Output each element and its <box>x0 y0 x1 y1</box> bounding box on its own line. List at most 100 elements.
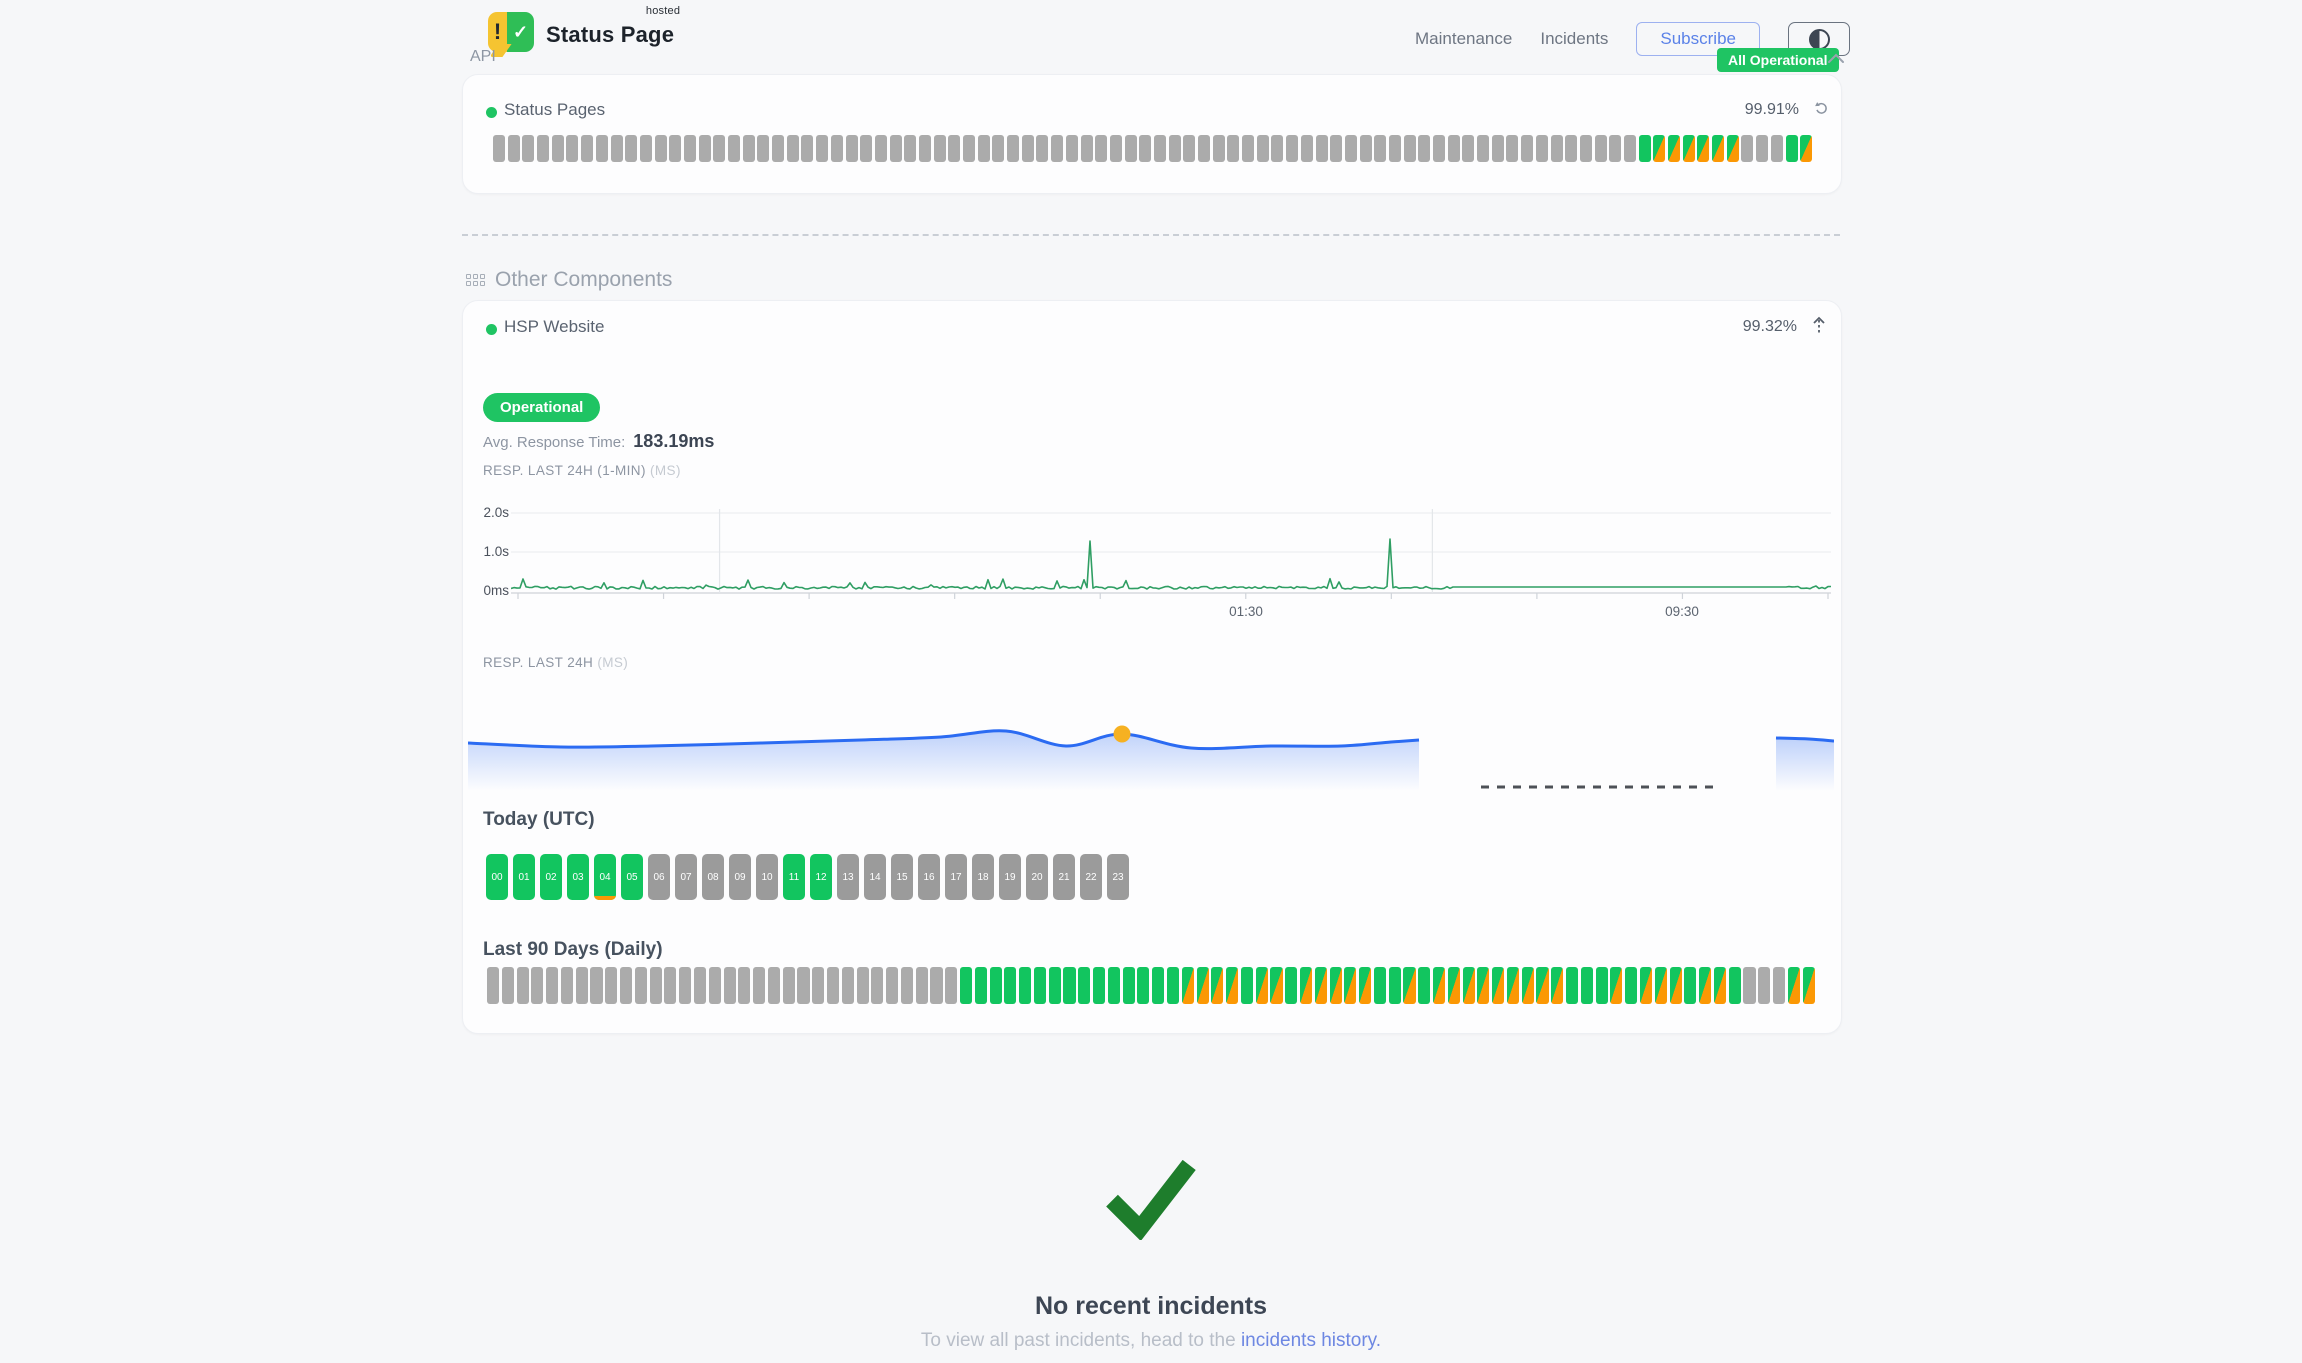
hour-block: 16 <box>918 854 940 900</box>
uptime-bar <box>1036 135 1049 162</box>
uptime-bar <box>1623 135 1636 162</box>
status-dot <box>486 107 497 118</box>
uptime-bar <box>639 135 652 162</box>
uptime-bar <box>786 135 799 162</box>
resp-24h-label: RESP. LAST 24H (MS) <box>483 655 629 670</box>
nav-maintenance[interactable]: Maintenance <box>1415 29 1513 48</box>
uptime-bar <box>1063 967 1076 1004</box>
uptime-bar <box>1048 967 1061 1004</box>
uptime-bar <box>1433 967 1446 1004</box>
refresh-icon[interactable] <box>1814 101 1829 121</box>
response-time-chart[interactable] <box>511 501 1831 601</box>
uptime-bar <box>915 967 928 1004</box>
uptime-bar <box>698 135 711 162</box>
uptime-bar <box>992 135 1005 162</box>
uptime-bar <box>664 967 677 1004</box>
uptime-bar <box>1344 967 1357 1004</box>
uptime-bar <box>1418 967 1431 1004</box>
uptime-bar <box>1712 135 1725 162</box>
uptime-bar <box>1122 967 1135 1004</box>
days90-title: Last 90 Days (Daily) <box>483 939 663 960</box>
uptime-bar <box>1772 967 1786 1004</box>
uptime-bar <box>625 135 638 162</box>
uptime-bar <box>1271 135 1284 162</box>
uptime-bar <box>551 135 564 162</box>
uptime-bar <box>1137 967 1150 1004</box>
uptime-bar <box>830 135 843 162</box>
uptime-bar <box>874 135 887 162</box>
hour-block: 01 <box>513 854 535 900</box>
collapse-arrow-icon[interactable] <box>1811 316 1827 339</box>
uptime-bar <box>1021 135 1034 162</box>
uptime-bar <box>1256 135 1269 162</box>
uptime-bar <box>1211 967 1224 1004</box>
all-operational-badge: All Operational <box>1717 48 1839 72</box>
uptime-bar <box>1521 967 1534 1004</box>
uptime-bar <box>974 967 987 1004</box>
uptime-bar <box>826 967 840 1004</box>
resp-1min-label: RESP. LAST 24H (1-MIN) (MS) <box>483 463 681 478</box>
uptime-bar <box>575 967 588 1004</box>
uptime-bar <box>634 967 647 1004</box>
component-name[interactable]: Status Pages <box>504 100 606 119</box>
uptime-bar <box>989 967 1002 1004</box>
uptime-bar <box>1566 967 1579 1004</box>
selected-point-marker <box>1113 725 1131 743</box>
uptime-bar <box>1550 135 1563 162</box>
uptime-bar <box>1300 135 1313 162</box>
uptime-bar <box>1536 967 1549 1004</box>
uptime-bar <box>1785 135 1798 162</box>
y-tick-1s: 1.0s <box>483 544 509 559</box>
uptime-bar <box>1506 135 1519 162</box>
uptime-bar <box>1521 135 1534 162</box>
uptime-bar <box>1019 967 1032 1004</box>
uptime-bar <box>1447 135 1460 162</box>
uptime-bar <box>1610 967 1623 1004</box>
uptime-bar <box>1139 135 1152 162</box>
hour-block: 13 <box>837 854 859 900</box>
uptime-bar <box>1565 135 1578 162</box>
section-title: Other Components <box>495 268 673 291</box>
uptime-bar <box>757 135 770 162</box>
uptime-bar <box>742 135 755 162</box>
hour-block: 23 <box>1107 854 1129 900</box>
uptime-bar <box>886 967 899 1004</box>
uptime-bar <box>1462 967 1475 1004</box>
brand[interactable]: ! ✓ hosted Status Page <box>488 5 680 52</box>
hour-block: 15 <box>891 854 913 900</box>
response-overview-chart[interactable] <box>468 713 1834 793</box>
uptime-bar <box>782 967 795 1004</box>
uptime-bar <box>1388 967 1401 1004</box>
uptime-bar <box>1595 967 1608 1004</box>
uptime-bar <box>1095 135 1108 162</box>
brand-tag: hosted <box>645 5 681 17</box>
uptime-bar <box>1299 967 1313 1004</box>
uptime-bar <box>1080 135 1093 162</box>
uptime-bar <box>1668 135 1680 162</box>
subscribe-button[interactable]: Subscribe <box>1636 22 1760 56</box>
uptime-bar <box>1181 967 1194 1004</box>
uptime-bar <box>1403 967 1416 1004</box>
uptime-bar <box>605 967 618 1004</box>
uptime-bar <box>1242 135 1255 162</box>
hour-block: 19 <box>999 854 1021 900</box>
incidents-history-link[interactable]: incidents history. <box>1240 1330 1382 1351</box>
uptime-bar <box>1152 967 1165 1004</box>
uptime-bar <box>1285 967 1298 1004</box>
uptime-bar <box>1551 967 1564 1004</box>
days90-bars-strip <box>487 967 1815 1004</box>
uptime-bar <box>531 967 544 1004</box>
uptime-bar <box>1403 135 1416 162</box>
nav-incidents[interactable]: Incidents <box>1540 29 1609 48</box>
uptime-bar <box>581 135 594 162</box>
collapse-chevron-icon[interactable] <box>1827 51 1845 69</box>
component-name[interactable]: HSP Website <box>504 317 605 336</box>
hsp-website-card: HSP Website 99.32% Operational Avg. Resp… <box>462 300 1842 1034</box>
uptime-bar <box>610 135 623 162</box>
uptime-bar <box>900 967 913 1004</box>
uptime-bar <box>1255 967 1268 1004</box>
uptime-bar <box>1699 967 1712 1004</box>
uptime-bar <box>1418 135 1431 162</box>
uptime-bar <box>1359 967 1372 1004</box>
uptime-bar <box>1462 135 1475 162</box>
